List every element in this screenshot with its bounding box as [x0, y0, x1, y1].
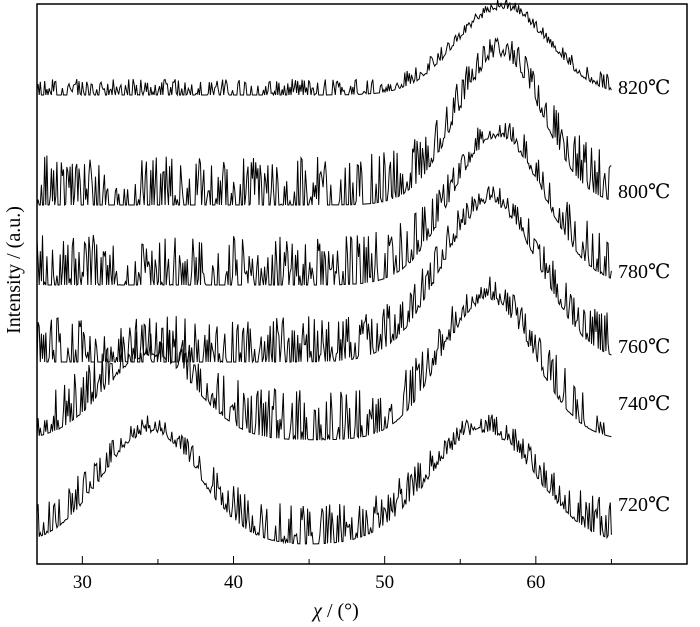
- series-label-780: 780℃: [618, 261, 670, 283]
- series-label-740: 740℃: [618, 393, 670, 415]
- axes-group: [36, 3, 688, 565]
- x-tick-label: 50: [375, 572, 394, 593]
- series-line-720: [36, 414, 612, 545]
- series-line-800: [36, 37, 612, 207]
- series-label-800: 800℃: [618, 181, 670, 203]
- series-label-820: 820℃: [618, 77, 670, 99]
- series-label-720: 720℃: [618, 494, 670, 516]
- y-axis-label: Intensity / (a.u.): [3, 206, 25, 334]
- series-line-760: [36, 186, 612, 364]
- series-line-820: [36, 0, 612, 97]
- x-axis-label: χ / (°): [311, 600, 359, 622]
- series-line-780: [36, 123, 612, 286]
- series-label-760: 760℃: [618, 336, 670, 358]
- plot-frame: [36, 3, 688, 565]
- curves-group: [36, 0, 612, 545]
- series-line-740: [36, 276, 612, 442]
- x-tick-label: 40: [224, 572, 243, 593]
- x-axis-symbol: χ: [311, 600, 323, 622]
- x-ticks: 30 40 50 60: [73, 556, 688, 593]
- x-tick-label: 60: [526, 572, 545, 593]
- x-axis-unit: / (°): [322, 600, 359, 622]
- series-labels: 820℃ 800℃ 780℃ 760℃ 740℃ 720℃: [618, 77, 670, 516]
- x-tick-label: 30: [73, 572, 92, 593]
